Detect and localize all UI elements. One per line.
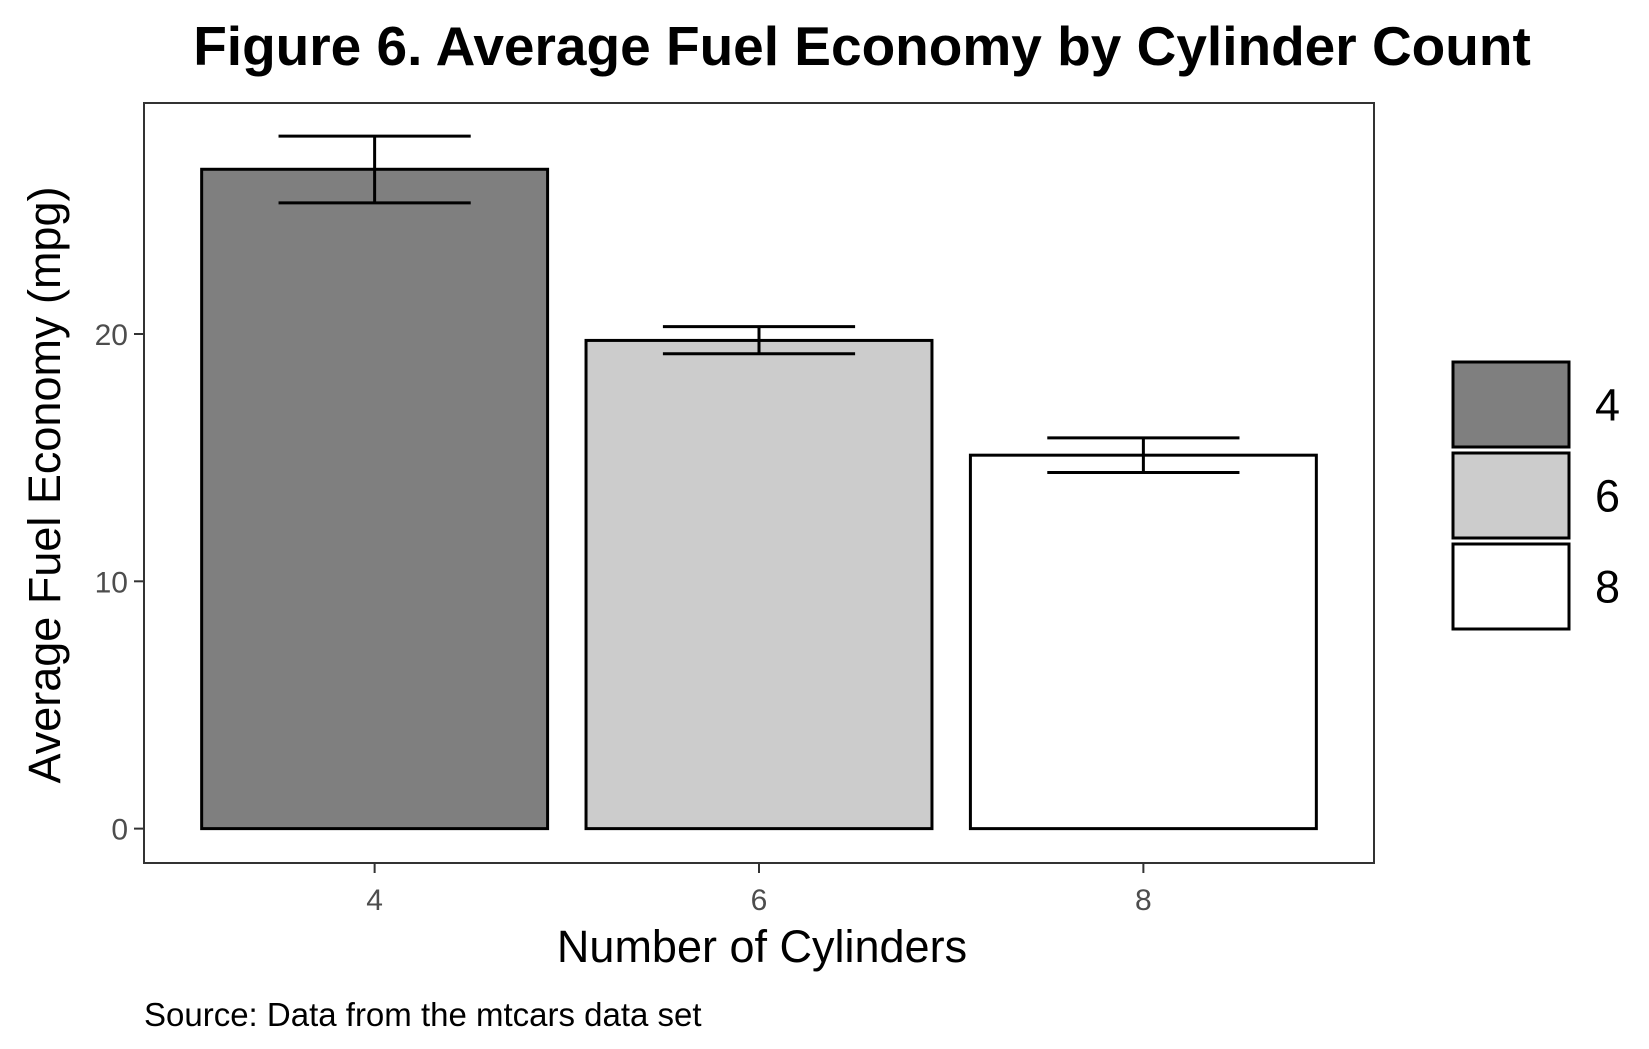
bar-8	[968, 453, 1318, 831]
legend-label: 4	[1595, 380, 1620, 431]
x-axis-title: Number of Cylinders	[557, 921, 967, 972]
legend-entry-8: 8	[1451, 542, 1620, 631]
chart-title: Figure 6. Average Fuel Economy by Cylind…	[193, 15, 1531, 77]
legend-key	[1451, 360, 1571, 449]
legend-label: 6	[1595, 471, 1620, 522]
bar-4	[200, 167, 550, 831]
y-tick-label-10: 10	[95, 566, 128, 599]
legend-entry-4: 4	[1451, 360, 1620, 449]
source-caption: Source: Data from the mtcars data set	[144, 996, 702, 1033]
x-tick-label-6: 6	[751, 884, 768, 917]
x-tick-label-4: 4	[366, 884, 383, 917]
bar-6	[584, 338, 934, 831]
legend-key	[1451, 451, 1571, 540]
x-tick-label-8: 8	[1135, 884, 1152, 917]
error-bar-4	[278, 134, 471, 205]
y-tick-label-20: 20	[95, 319, 128, 352]
y-axis: 0 10 20	[95, 319, 144, 847]
y-axis-title: Average Fuel Economy (mpg)	[19, 187, 70, 784]
x-axis: 4 6 8	[366, 863, 1152, 917]
legend-entry-6: 6	[1451, 451, 1620, 540]
legend: 4 6 8	[1451, 360, 1620, 631]
legend-key	[1451, 542, 1571, 631]
error-bar-6	[662, 325, 856, 356]
error-bar-8	[1047, 436, 1240, 474]
error-bars-layer	[278, 134, 1240, 474]
y-tick-label-0: 0	[111, 814, 128, 847]
legend-label: 8	[1595, 562, 1620, 613]
